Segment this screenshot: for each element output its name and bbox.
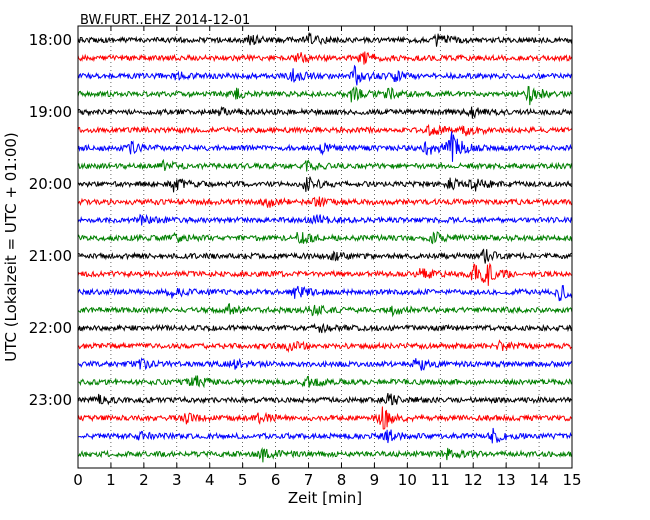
trace-line [77,303,573,318]
y-tick-label: 18:00 [29,31,72,49]
trace-line [77,231,573,245]
trace-line [77,322,573,334]
chart-title: BW.FURT..EHZ 2014-12-01 [80,13,250,28]
trace-line [77,85,572,106]
x-tick-label: 7 [304,471,314,489]
x-tick-label: 1 [106,471,116,489]
trace-line [77,64,573,86]
y-tick-label: 20:00 [29,175,72,193]
x-tick-label: 3 [172,471,182,489]
x-tick-label: 13 [497,471,516,489]
trace-layer [77,32,573,463]
y-axis-label: UTC (Lokalzeit = UTC + 01:00) [2,132,20,362]
x-tick-label: 0 [73,471,83,489]
trace-line [77,262,573,286]
trace-line [77,131,573,162]
trace-line [77,176,573,193]
x-tick-label: 12 [464,471,483,489]
trace-line [77,123,573,137]
plot-frame [77,25,573,469]
trace-line [77,105,573,119]
trace-line [77,51,573,65]
trace-line [77,32,573,47]
trace-line [77,213,573,226]
y-tick-label: 21:00 [29,247,72,265]
x-tick-label: 4 [205,471,215,489]
x-tick-label: 11 [431,471,450,489]
x-tick-label: 14 [530,471,549,489]
grid-layer [110,26,540,468]
tick-layer: 0 1 2 3 4 5 6 7 8 9 10 11 12 13 14 1518:0019:0020:0021:… [29,26,582,489]
y-tick-label: 22:00 [29,319,72,337]
trace-line [77,447,573,463]
x-tick-label: 2 [139,471,149,489]
trace-line [77,158,573,172]
x-tick-label: 6 [271,471,281,489]
trace-line [77,406,573,430]
x-tick-label: 15 [562,471,581,489]
trace-line [77,375,573,389]
trace-line [77,357,573,371]
trace-line [77,248,573,264]
trace-line [78,427,573,444]
x-tick-label: 9 [370,471,380,489]
trace-line [77,339,572,353]
y-tick-label: 23:00 [29,391,72,409]
x-tick-label: 8 [337,471,347,489]
x-axis-label: Zeit [min] [288,489,362,507]
y-tick-label: 19:00 [29,103,72,121]
trace-line [77,392,573,406]
x-tick-label: 5 [238,471,248,489]
x-tick-label: 10 [398,471,417,489]
trace-line [77,285,573,302]
trace-line [77,196,573,208]
